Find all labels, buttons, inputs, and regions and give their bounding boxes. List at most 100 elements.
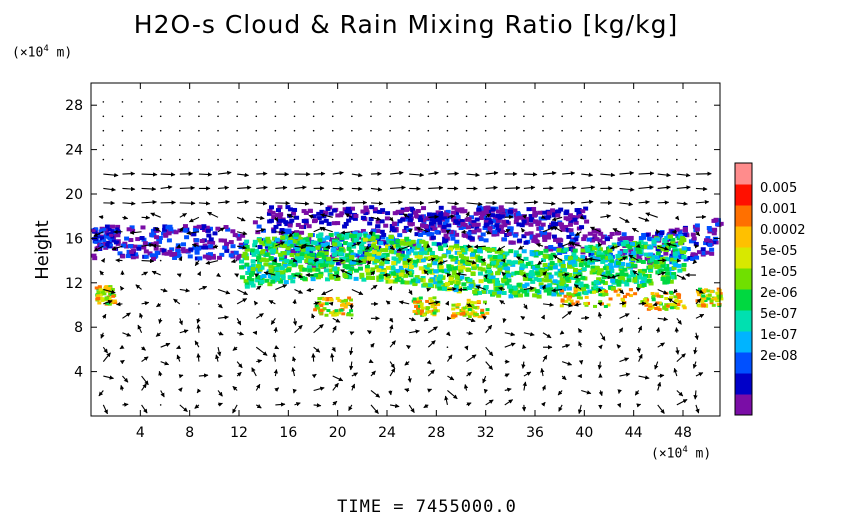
cloud-cell (545, 284, 551, 289)
cloud-cell (659, 295, 664, 299)
wind-vector (581, 199, 594, 205)
wind-vector (340, 269, 353, 276)
cloud-cell (627, 245, 633, 250)
wind-vector (655, 229, 661, 235)
wind-vector (370, 270, 375, 276)
cloud-cell (276, 218, 282, 223)
wind-vector (99, 270, 105, 276)
cloud-cell (490, 207, 496, 212)
cloud-cell (244, 284, 250, 289)
cloud-cell (525, 261, 531, 266)
cloud-cell (367, 221, 373, 226)
wind-vector (675, 347, 680, 355)
cloud-cell (616, 279, 622, 284)
cloud-cell (149, 233, 155, 238)
cloud-cell (466, 298, 471, 302)
cloud-cell (413, 213, 419, 218)
cloud-cell (210, 240, 216, 245)
cloud-cell (388, 249, 394, 254)
wind-vector-dot (293, 101, 296, 103)
cloud-cell (369, 205, 375, 210)
cloud-cell (462, 286, 468, 291)
cloud-cell (271, 229, 277, 234)
wind-vector-dot (179, 158, 181, 161)
wind-vector (388, 317, 394, 323)
cloud-cell (94, 227, 99, 231)
cloud-cell (619, 264, 625, 269)
cloud-cell (247, 265, 253, 270)
cloud-cell (196, 224, 202, 229)
wind-vector-dot (656, 158, 659, 161)
cloud-cell (277, 205, 283, 210)
cloud-cell (157, 236, 163, 241)
cloud-cell (567, 272, 573, 277)
wind-vector (351, 259, 363, 264)
cloud-cell (687, 256, 693, 261)
cloud-cell (534, 289, 540, 294)
cloud-cell (222, 245, 228, 250)
cloud-cell (467, 315, 472, 319)
wind-vector-dot (542, 101, 544, 103)
cloud-cell (566, 292, 572, 297)
cloud-cell (651, 239, 657, 244)
cloud-cell (402, 229, 408, 234)
cloud-cell (402, 260, 408, 265)
cloud-cell (638, 240, 644, 245)
cloud-cell (125, 254, 131, 259)
cloud-cell (205, 228, 211, 233)
cloud-cell (363, 205, 369, 210)
y-axis-unit: (×104 m) (12, 44, 73, 61)
cloud-cell (452, 266, 458, 271)
cloud-cell (416, 309, 421, 313)
cloud-cell (244, 256, 250, 261)
cloud-cell (427, 269, 433, 274)
wind-vector (348, 404, 353, 412)
wind-vector (158, 318, 163, 324)
wind-vector (273, 368, 279, 377)
wind-vector-dot (274, 115, 277, 118)
cloud-cell (334, 270, 340, 275)
cloud-cell (658, 233, 664, 238)
cloud-cell (141, 245, 147, 250)
cloud-cell (129, 225, 135, 230)
cloud-cell (248, 272, 254, 277)
x-tick-label: 36 (526, 425, 544, 441)
cloud-cell (324, 313, 329, 317)
cloud-cell (109, 292, 114, 296)
wind-vector (466, 244, 473, 249)
wind-vector (330, 353, 335, 362)
wind-vector (102, 346, 108, 354)
cloud-cell (643, 244, 649, 249)
cloud-cell (640, 271, 646, 276)
cloud-cell (646, 307, 651, 311)
cloud-cell (605, 237, 611, 242)
wind-vector-dot (255, 245, 258, 247)
wind-vector (657, 373, 665, 378)
cloud-cell (481, 313, 486, 317)
cloud-cell (397, 250, 403, 255)
cloud-cell (222, 238, 228, 243)
cloud-cell (644, 232, 650, 237)
cloud-cell (137, 244, 143, 249)
wind-vector-dot (179, 129, 181, 132)
cloud-cell (575, 277, 581, 282)
cloud-cell (371, 243, 377, 248)
cloud-cell (669, 306, 674, 310)
wind-vector (447, 375, 455, 381)
wind-vector (409, 172, 425, 178)
wind-vector (370, 187, 383, 192)
cloud-cell (162, 224, 168, 229)
cloud-cell (470, 310, 475, 314)
wind-vector (616, 344, 622, 349)
cloud-cell (447, 267, 453, 272)
wind-vector (523, 332, 535, 337)
wind-vector (255, 404, 262, 409)
cloud-cell (342, 224, 348, 229)
cloud-cell (573, 237, 579, 242)
wind-vector-dot (427, 158, 430, 161)
cloud-cell (543, 248, 549, 253)
wind-vector (552, 254, 563, 262)
wind-vector-dot (618, 158, 621, 161)
cloud-cell (304, 247, 310, 252)
cloud-cell (279, 256, 285, 261)
